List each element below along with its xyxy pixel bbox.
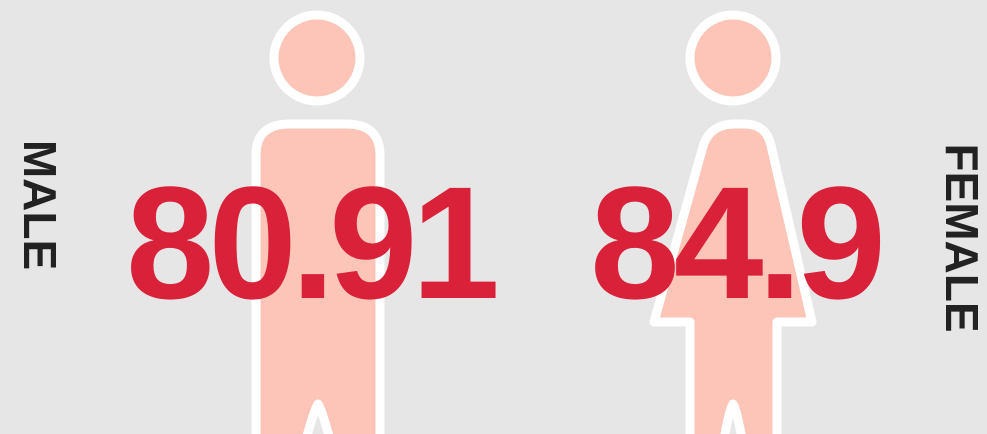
male-value: 80.91	[126, 153, 496, 332]
male-body	[251, 119, 385, 434]
male-figure	[251, 10, 385, 434]
female-figure	[649, 10, 817, 434]
female-head	[685, 10, 781, 106]
male-label: MALE	[14, 140, 66, 270]
female-label: FEMALE	[936, 143, 987, 332]
male-head	[269, 10, 365, 106]
female-body	[649, 119, 817, 434]
female-value: 84.9	[590, 153, 881, 332]
